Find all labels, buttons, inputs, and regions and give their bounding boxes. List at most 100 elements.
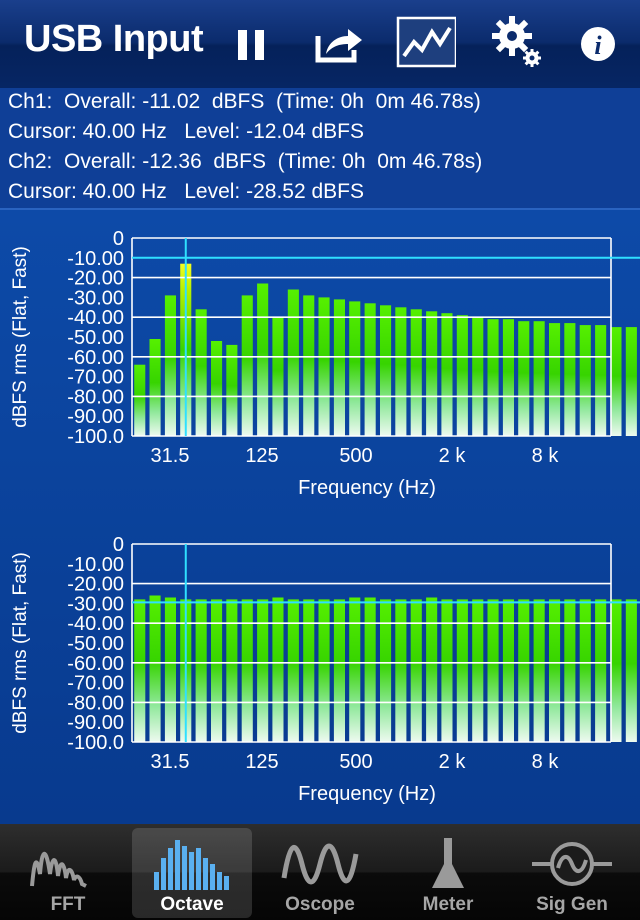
tab-label: Octave [160,894,224,915]
y-tick-label: 0 [113,228,124,250]
ch1-octave-chart[interactable]: dBFS rms (Flat, Fast) 0-10.00-20.00-30.00… [0,210,640,516]
octave-bar [549,599,561,742]
share-button[interactable] [308,14,368,74]
octave-bar [333,599,345,742]
y-tick-label: -80.00 [67,692,124,714]
x-axis-title: Frequency (Hz) [298,477,436,499]
octave-bar [456,315,468,436]
y-tick-label: -70.00 [67,367,124,389]
tab-oscope[interactable]: Oscope [260,828,380,918]
y-tick-label: 0 [113,534,124,556]
x-tick-label: 125 [245,751,278,773]
y-tick-label: -30.00 [67,593,124,615]
octave-bar [579,325,591,436]
y-axis-title: dBFS rms (Flat, Fast) [10,552,31,734]
ch1-cursor-text: Cursor: 40.00 Hz Level: -12.04 dBFS [8,120,365,143]
octave-bar [272,597,284,742]
octave-bar [349,597,361,742]
octave-bar [441,599,453,742]
x-tick-label: 125 [245,445,278,467]
y-tick-label: -10.00 [67,554,124,576]
ch1-overall-text: Ch1: Overall: -11.02 dBFS (Time: 0h 0m 4… [8,90,481,113]
octave-bar [487,319,499,436]
ch2-cursor-text: Cursor: 40.00 Hz Level: -28.52 dBFS [8,180,365,203]
octave-bar [410,309,422,436]
octave-bar [395,307,407,436]
readout-panel: Ch1: Overall: -11.02 dBFS (Time: 0h 0m 4… [0,88,640,210]
octave-bar [164,597,176,742]
octave-bar [502,319,514,436]
octave-bar [226,344,238,436]
x-axis-title: Frequency (Hz) [298,783,436,805]
octave-bar [502,599,514,742]
octave-bar [149,595,161,742]
octave-bar [211,341,223,436]
octave-bar [149,339,161,436]
y-tick-label: -20.00 [67,574,124,596]
octave-bar [380,599,392,742]
y-tick-label: -20.00 [67,268,124,290]
octave-bar [549,323,561,436]
tab-label: Sig Gen [536,894,608,915]
tab-label: FFT [50,894,86,915]
octave-bar [564,323,576,436]
octave-bar [241,295,253,436]
octave-bar [287,599,299,742]
share-icon [315,29,362,63]
octave-bar [595,325,607,436]
octave-bar [195,599,207,742]
octave-bar [426,311,438,436]
graph-button[interactable] [396,14,458,74]
meter-icon [432,838,464,888]
octave-bar [380,305,392,436]
tab-label: Oscope [285,894,355,915]
toolbar: USB Input [0,0,640,89]
octave-bar [195,309,207,436]
y-tick-label: -50.00 [67,327,124,349]
octave-bar [472,599,484,742]
octave-bar [226,599,238,742]
tab-octave[interactable]: Octave [132,828,252,918]
octave-bar [395,599,407,742]
octave-bar [364,597,376,742]
y-tick-label: -50.00 [67,633,124,655]
gear-icon [492,16,541,67]
x-tick-label: 2 k [439,445,467,467]
info-button[interactable]: i [568,14,628,74]
y-axis-title: dBFS rms (Flat, Fast) [10,246,31,428]
graph-icon [396,16,458,68]
octave-bar [272,317,284,436]
settings-button[interactable] [488,14,548,74]
octave-bar [303,599,315,742]
octave-bar [487,599,499,742]
octave-bar [333,299,345,436]
y-tick-label: -30.00 [67,287,124,309]
tab-fft[interactable]: FFT [8,828,128,918]
ch2-octave-chart[interactable]: dBFS rms (Flat, Fast) 0-10.00-20.00-30.00… [0,516,640,822]
app-title: USB Input [24,18,204,60]
x-tick-label: 2 k [439,751,467,773]
octave-bar [303,295,315,436]
tab-bar: FFT Octave Oscope [0,824,640,920]
x-tick-label: 8 k [532,751,560,773]
octave-bar [410,599,422,742]
octave-bar [610,599,622,742]
octave-bar [472,317,484,436]
y-tick-label: -10.00 [67,248,124,270]
ch2-overall-text: Ch2: Overall: -12.36 dBFS (Time: 0h 0m 4… [8,150,483,173]
x-tick-label: 500 [339,751,372,773]
octave-bar [364,303,376,436]
tab-sig-gen[interactable]: Sig Gen [512,828,632,918]
x-tick-label: 31.5 [151,751,190,773]
octave-bar [625,327,637,436]
tab-meter[interactable]: Meter [388,828,508,918]
octave-bar [349,301,361,436]
x-tick-label: 500 [339,445,372,467]
y-tick-label: -40.00 [67,307,124,329]
pause-button[interactable] [222,14,282,74]
octave-bar [164,295,176,436]
y-tick-label: -60.00 [67,347,124,369]
octave-bar [595,599,607,742]
octave-bar [533,321,545,436]
octave-bar [426,597,438,742]
